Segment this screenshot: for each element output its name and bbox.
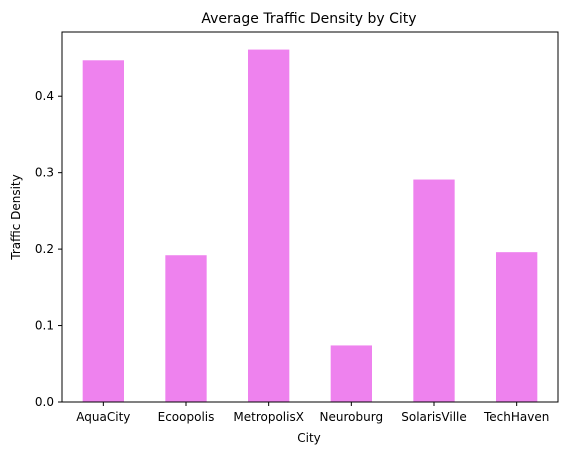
y-tick-label: 0.3 xyxy=(35,166,54,180)
y-axis-label: Traffic Density xyxy=(9,174,23,261)
y-tick-label: 0.4 xyxy=(35,89,54,103)
bar-ecoopolis xyxy=(165,255,207,402)
x-tick-label: Ecoopolis xyxy=(158,410,215,424)
bar-aquacity xyxy=(82,60,124,402)
bar-techhaven xyxy=(496,252,538,402)
x-tick-label: MetropolisX xyxy=(233,410,304,424)
bar-neuroburg xyxy=(330,345,372,402)
x-axis-label: City xyxy=(297,431,321,445)
plot-frame xyxy=(61,31,559,403)
x-tick-label: Neuroburg xyxy=(320,410,384,424)
bar-solarisville xyxy=(413,179,455,402)
y-axis-ticks: 0.0 0.1 0.2 0.3 0.4 xyxy=(35,89,62,409)
chart-title: Average Traffic Density by City xyxy=(201,11,416,27)
x-axis-ticks: AquaCity Ecoopolis MetropolisX Neuroburg Sol… xyxy=(76,402,549,424)
bars-group xyxy=(82,49,538,402)
x-tick-label: AquaCity xyxy=(76,410,130,424)
x-tick-label: TechHaven xyxy=(483,410,549,424)
x-tick-label: SolarisVille xyxy=(401,410,467,424)
y-tick-label: 0.2 xyxy=(35,242,54,256)
y-tick-label: 0.0 xyxy=(35,395,54,409)
y-tick-label: 0.1 xyxy=(35,319,54,333)
bar-metropolisx xyxy=(248,49,290,402)
